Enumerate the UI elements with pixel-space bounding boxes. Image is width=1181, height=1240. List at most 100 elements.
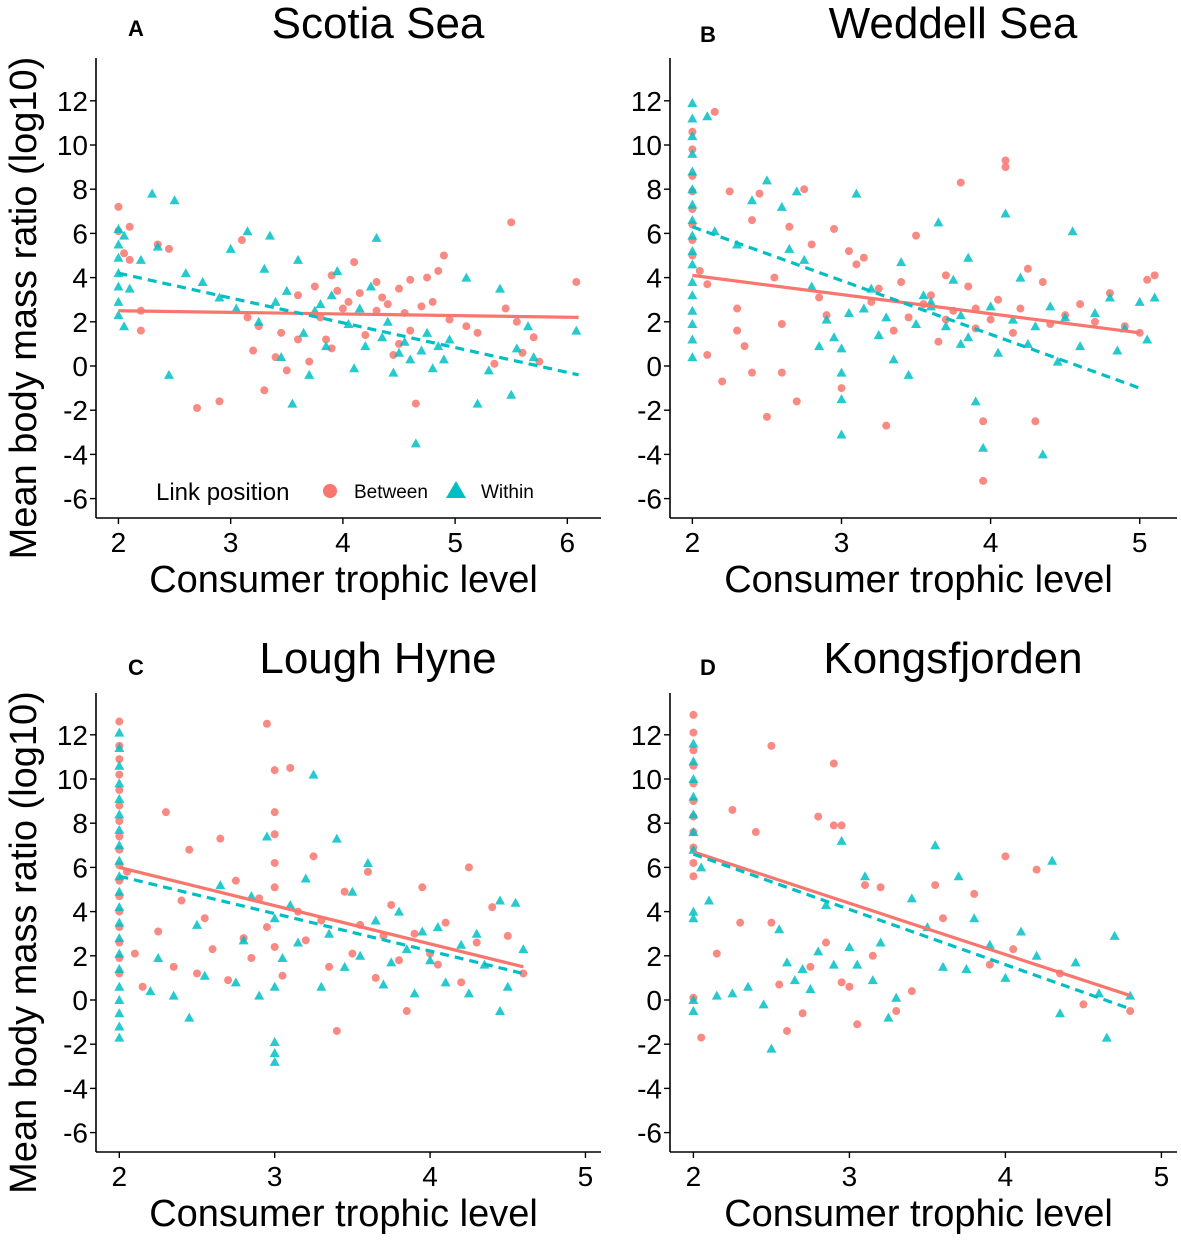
point-within (844, 941, 855, 951)
point-between (985, 960, 994, 969)
point-within (339, 961, 350, 971)
point-within (774, 924, 785, 934)
point-between (278, 971, 287, 980)
point-within (687, 277, 698, 287)
point-within (888, 354, 899, 364)
point-between (193, 403, 201, 412)
point-within (225, 243, 236, 253)
y-tick-label: -4 (63, 439, 88, 470)
y-tick-label: -2 (637, 1029, 662, 1060)
point-within (113, 239, 124, 249)
point-within (963, 332, 974, 342)
point-within (281, 285, 292, 295)
point-within (145, 986, 156, 996)
point-within (687, 246, 698, 256)
point-within (308, 769, 319, 779)
point-between (837, 821, 846, 830)
point-within (791, 186, 802, 196)
point-within (687, 148, 698, 158)
legend-between-marker (323, 484, 337, 498)
point-between (777, 368, 786, 377)
point-within (688, 791, 699, 801)
point-within (814, 341, 825, 351)
point-within (687, 98, 698, 108)
point-between (434, 266, 443, 275)
point-between (333, 286, 342, 295)
x-tick-label: 2 (112, 1161, 128, 1192)
point-within (948, 274, 959, 284)
point-within (502, 981, 513, 991)
point-between (748, 216, 757, 225)
point-within (1149, 292, 1160, 302)
point-within (483, 365, 494, 375)
point-within (276, 352, 287, 362)
point-between (418, 883, 427, 892)
point-within (836, 835, 847, 845)
point-within (930, 840, 941, 850)
point-between (1090, 317, 1099, 326)
point-within (253, 316, 264, 326)
point-within (242, 226, 253, 236)
point-between (115, 717, 124, 726)
point-between (718, 377, 727, 386)
point-between (325, 962, 334, 971)
y-tick-label: 12 (631, 720, 662, 751)
point-between (703, 280, 712, 289)
point-within (828, 959, 839, 969)
point-within (259, 263, 270, 273)
point-between (964, 282, 973, 291)
fit-line-between (692, 273, 1140, 335)
panel-letter: B (700, 22, 716, 47)
point-within (285, 899, 296, 909)
point-within (821, 899, 831, 909)
point-between (115, 755, 124, 764)
point-between (177, 896, 186, 905)
point-within (727, 988, 738, 998)
point-between (348, 949, 357, 958)
point-between (262, 719, 271, 728)
point-within (495, 895, 505, 905)
x-tick-label: 2 (111, 527, 127, 558)
point-between (512, 317, 521, 326)
point-between (488, 903, 497, 912)
point-within (264, 230, 275, 240)
point-between (243, 313, 252, 322)
point-within (702, 111, 713, 121)
point-within (1000, 972, 1011, 982)
point-within (969, 913, 980, 923)
point-within (349, 363, 360, 373)
y-tick-label: 2 (646, 941, 662, 972)
point-between (309, 852, 318, 861)
point-between (507, 218, 516, 227)
point-between (490, 359, 499, 368)
y-tick-label: 4 (646, 897, 662, 928)
fit-line-within (692, 852, 1131, 1011)
point-within (687, 215, 698, 225)
point-between (792, 397, 801, 406)
point-within (1052, 356, 1063, 366)
point-within (985, 301, 996, 311)
point-within (782, 957, 792, 967)
point-between (777, 320, 786, 329)
point-between (689, 728, 698, 737)
x-tick-label: 5 (578, 1161, 594, 1192)
point-within (688, 1006, 699, 1016)
point-within (316, 981, 327, 991)
point-between (439, 251, 448, 260)
point-within (761, 175, 772, 185)
point-within (687, 199, 698, 209)
point-between (572, 278, 581, 287)
point-within (523, 321, 534, 331)
y-tick-label: 10 (631, 130, 662, 161)
point-between (889, 326, 898, 335)
point-within (416, 345, 427, 355)
point-between (844, 247, 853, 256)
y-tick-label: 2 (72, 307, 88, 338)
point-within (432, 922, 443, 932)
point-between (728, 805, 737, 814)
y-tick-label: 6 (646, 852, 662, 883)
point-between (970, 889, 979, 898)
point-between (457, 978, 466, 987)
point-within (152, 241, 163, 251)
point-within (269, 981, 280, 991)
